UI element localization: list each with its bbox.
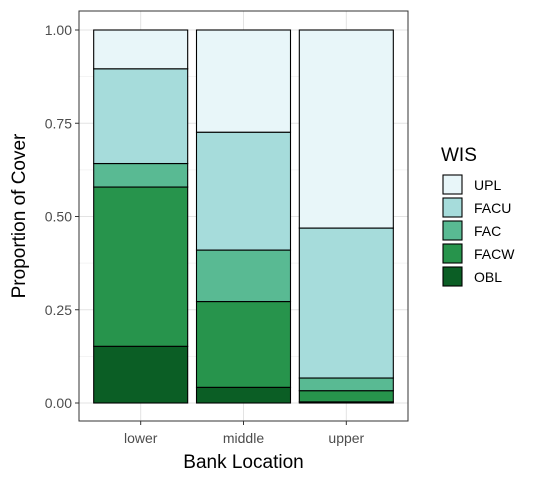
bar-segment-middle-obl (195, 386, 292, 404)
legend-key-upl (442, 174, 463, 195)
x-tick-label-middle: middle (223, 430, 264, 446)
bar-segment-middle-facw (195, 300, 292, 388)
legend-label-fac: FAC (474, 223, 501, 239)
bar-segment-lower-obl (93, 345, 189, 404)
bar-segment-upper-facw (298, 390, 394, 403)
x-axis: lower middle upper (124, 421, 365, 446)
x-tick-label-upper: upper (328, 430, 364, 446)
legend-label-upl: UPL (474, 177, 501, 193)
y-tick-label: 0.75 (45, 115, 72, 131)
x-tick-label-lower: lower (124, 430, 158, 446)
y-tick-label: 0.25 (45, 302, 72, 318)
legend: WIS UPL FACU FAC FACW OBL (441, 145, 515, 287)
y-axis: 0.00 0.25 0.50 0.75 1.00 (45, 22, 79, 411)
y-tick-label: 1.00 (45, 22, 72, 38)
bar-segment-upper-upl (298, 29, 394, 229)
bar-segment-upper-fac (298, 377, 394, 392)
x-axis-title: Bank Location (183, 452, 303, 473)
legend-label-obl: OBL (474, 269, 502, 285)
legend-key-facu (442, 197, 463, 218)
y-axis-title: Proportion of Cover (9, 133, 30, 298)
y-tick-label: 0.50 (45, 209, 72, 225)
bar-segment-middle-fac (195, 249, 292, 303)
legend-key-fac (442, 220, 463, 241)
bar-segment-middle-upl (195, 29, 292, 133)
bar-segment-lower-upl (93, 29, 189, 70)
y-tick-label: 0.00 (45, 395, 72, 411)
legend-key-obl (442, 266, 463, 287)
legend-key-facw (442, 243, 463, 264)
bar-segment-middle-facu (195, 131, 292, 251)
legend-title: WIS (441, 145, 477, 166)
bar-segment-lower-fac (93, 162, 189, 188)
bars (93, 29, 394, 404)
bar-segment-upper-facu (298, 227, 394, 379)
legend-label-facu: FACU (474, 200, 511, 216)
bar-segment-lower-facw (93, 186, 189, 347)
legend-label-facw: FACW (474, 246, 515, 262)
bar-segment-lower-facu (93, 68, 189, 165)
